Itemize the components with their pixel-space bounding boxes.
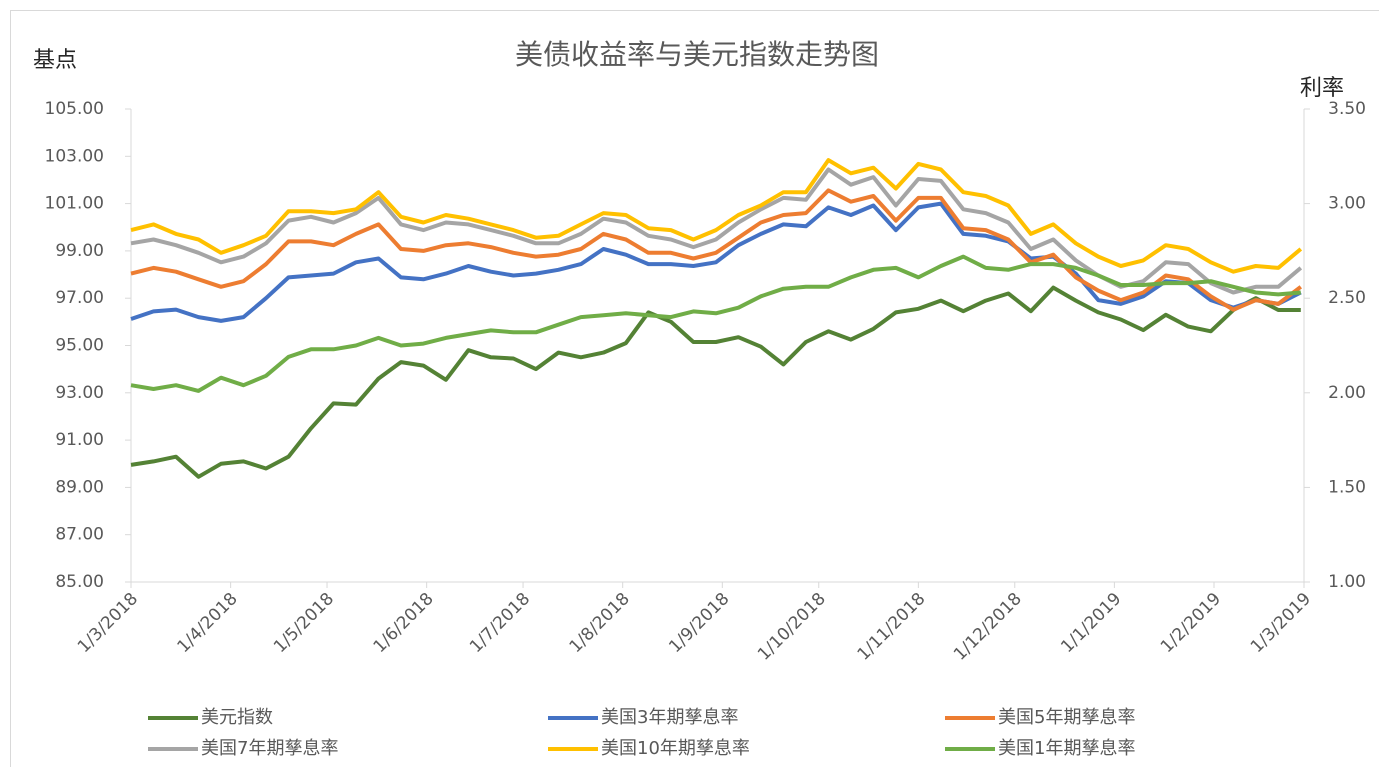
series-line [130, 254, 1301, 393]
y-tick-label: 89.00 [55, 477, 104, 497]
legend-label: 美国1年期孳息率 [998, 738, 1135, 759]
y-tick-label: 101.00 [45, 194, 104, 214]
y-tick-label: 93.00 [55, 383, 104, 403]
legend-label: 美元指数 [201, 707, 273, 728]
y-tick-label: 105.00 [45, 99, 104, 119]
chart-title: 美债收益率与美元指数走势图 [515, 38, 879, 71]
y-tick-label: 97.00 [55, 288, 104, 308]
y-tick-label: 99.00 [55, 241, 104, 261]
y2-axis-title: 利率 [1300, 76, 1344, 101]
y-tick-label: 91.00 [55, 430, 104, 450]
y2-tick-label: 3.50 [1328, 99, 1366, 119]
series-line [130, 201, 1302, 323]
series-line [130, 285, 1301, 479]
y2-tick-label: 3.00 [1328, 194, 1366, 214]
y2-tick-label: 1.00 [1328, 572, 1366, 592]
y-tick-label: 85.00 [55, 572, 104, 592]
y2-tick-label: 2.00 [1328, 383, 1366, 403]
chart-border [10, 10, 1379, 767]
y-axis-title: 基点 [33, 48, 77, 73]
series-line [130, 188, 1303, 312]
legend-label: 美国5年期孳息率 [998, 707, 1135, 728]
y2-tick-label: 2.50 [1328, 288, 1366, 308]
series-line [130, 158, 1303, 274]
y-tick-label: 103.00 [45, 146, 104, 166]
y-tick-label: 95.00 [55, 336, 104, 356]
legend-label: 美国7年期孳息率 [201, 738, 338, 759]
legend-label: 美国10年期孳息率 [601, 738, 750, 759]
y2-tick-label: 1.50 [1328, 477, 1366, 497]
legend-label: 美国3年期孳息率 [601, 707, 738, 728]
y-tick-label: 87.00 [55, 525, 104, 545]
